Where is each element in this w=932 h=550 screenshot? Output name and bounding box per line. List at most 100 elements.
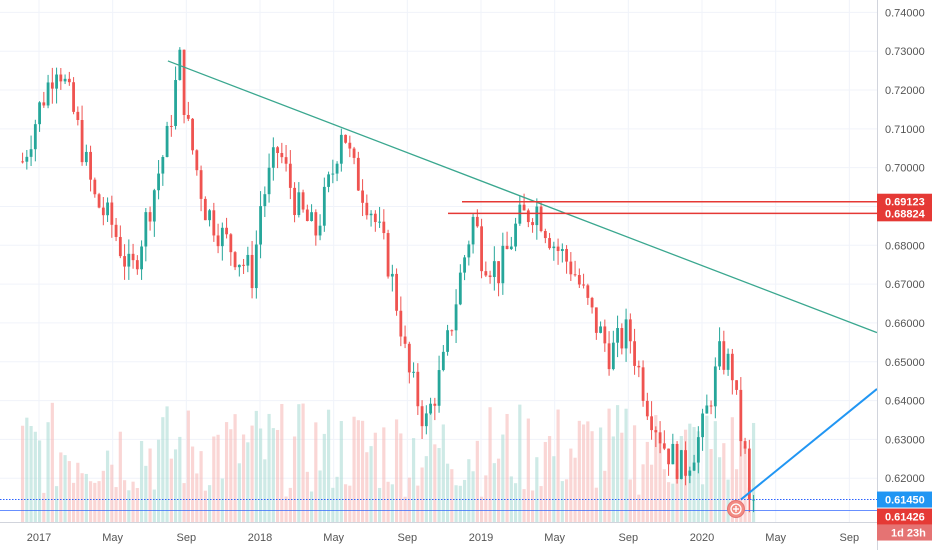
candle bbox=[705, 394, 709, 414]
volume-bar bbox=[382, 427, 386, 522]
candle bbox=[127, 239, 131, 280]
candle-body bbox=[331, 173, 335, 175]
candle bbox=[106, 197, 109, 222]
candle-body bbox=[514, 223, 517, 247]
volume-bar bbox=[386, 481, 390, 522]
volume-bar bbox=[369, 446, 373, 522]
candle-body bbox=[701, 413, 704, 438]
volume-bar bbox=[93, 482, 97, 522]
volume-bar bbox=[615, 405, 620, 522]
candle-body bbox=[242, 264, 245, 266]
candle-body bbox=[280, 153, 284, 158]
candle-body bbox=[182, 49, 186, 115]
candle bbox=[25, 149, 29, 170]
volume-bar bbox=[212, 436, 216, 522]
volume-bar bbox=[365, 452, 369, 522]
candle bbox=[140, 240, 143, 280]
candle bbox=[471, 213, 475, 254]
volume-bar bbox=[263, 459, 267, 522]
candle-body bbox=[208, 210, 211, 221]
candle bbox=[450, 329, 454, 336]
candle bbox=[310, 204, 313, 222]
candle bbox=[586, 283, 590, 305]
candle-body bbox=[276, 147, 279, 154]
candle bbox=[407, 341, 411, 384]
candle-body bbox=[475, 216, 479, 227]
volume-bar bbox=[271, 428, 275, 522]
candle bbox=[518, 195, 522, 226]
candle-body bbox=[390, 273, 394, 277]
volume-bar bbox=[462, 479, 467, 522]
projection-line[interactable] bbox=[740, 388, 878, 501]
volume-bar bbox=[148, 448, 152, 522]
volume-bar bbox=[199, 451, 203, 522]
candle bbox=[684, 441, 687, 486]
candle-body bbox=[33, 124, 37, 150]
candle-body bbox=[225, 227, 228, 235]
volume-bar bbox=[437, 448, 441, 522]
candle bbox=[650, 401, 653, 440]
candle-body bbox=[131, 253, 135, 261]
candle-body bbox=[199, 170, 203, 199]
candle bbox=[46, 74, 50, 109]
volume-bar bbox=[662, 469, 666, 522]
candle bbox=[662, 430, 666, 451]
candle bbox=[344, 134, 347, 144]
candle-body bbox=[339, 134, 343, 164]
candle bbox=[186, 101, 190, 122]
candle-body bbox=[535, 206, 539, 226]
candle-body bbox=[437, 370, 441, 406]
volume-bar bbox=[280, 403, 284, 522]
price-tick-label: 0.74000 bbox=[885, 7, 925, 19]
volume-bar bbox=[471, 471, 475, 522]
candle-body bbox=[50, 82, 54, 89]
candle-body bbox=[25, 156, 29, 162]
candle bbox=[335, 161, 339, 182]
add-alert-button[interactable] bbox=[727, 500, 745, 518]
volume-bar bbox=[607, 408, 611, 522]
volume-bar bbox=[539, 486, 543, 522]
candle bbox=[535, 198, 539, 240]
candle bbox=[157, 160, 160, 200]
time-tick-label: May bbox=[765, 532, 786, 544]
candle-body bbox=[101, 207, 105, 216]
candle bbox=[135, 255, 139, 275]
candle bbox=[556, 238, 560, 265]
volume-bar bbox=[530, 490, 535, 522]
candle-body bbox=[607, 343, 611, 370]
candle bbox=[654, 426, 658, 448]
last-price-label-box bbox=[877, 491, 932, 508]
volume-bar bbox=[734, 469, 739, 522]
countdown-label-box bbox=[877, 524, 932, 541]
candle bbox=[709, 400, 713, 415]
candle bbox=[246, 246, 250, 273]
candle bbox=[373, 210, 377, 232]
candle-body bbox=[556, 246, 560, 252]
candle-body bbox=[692, 462, 696, 471]
candle-body bbox=[186, 114, 190, 119]
time-axis[interactable]: 2017 May Sep 2018 May Sep 2019 May Sep 2020 May Sep bbox=[0, 522, 877, 545]
volume-bar bbox=[356, 420, 360, 522]
candle-body bbox=[144, 212, 148, 247]
volume-bar bbox=[71, 482, 76, 522]
candle-body bbox=[38, 102, 41, 125]
volume-bar bbox=[675, 468, 679, 522]
time-tick-label: Sep bbox=[840, 532, 860, 544]
volume-bar bbox=[416, 485, 420, 522]
candle bbox=[352, 146, 356, 165]
trendline[interactable] bbox=[167, 60, 878, 334]
candle-body bbox=[484, 271, 488, 276]
candle bbox=[416, 363, 420, 416]
volume-bar bbox=[241, 434, 246, 522]
candle-body bbox=[318, 225, 322, 236]
candle bbox=[497, 261, 500, 297]
price-axis[interactable]: 0.740000.730000.720000.710000.700000.690… bbox=[877, 0, 932, 550]
candle-body bbox=[127, 253, 131, 267]
candle bbox=[21, 152, 24, 164]
candle-body bbox=[203, 198, 207, 221]
drawings bbox=[0, 60, 878, 518]
candle-body bbox=[161, 157, 165, 174]
volume-bar bbox=[467, 459, 471, 522]
volume-bar bbox=[666, 482, 671, 522]
